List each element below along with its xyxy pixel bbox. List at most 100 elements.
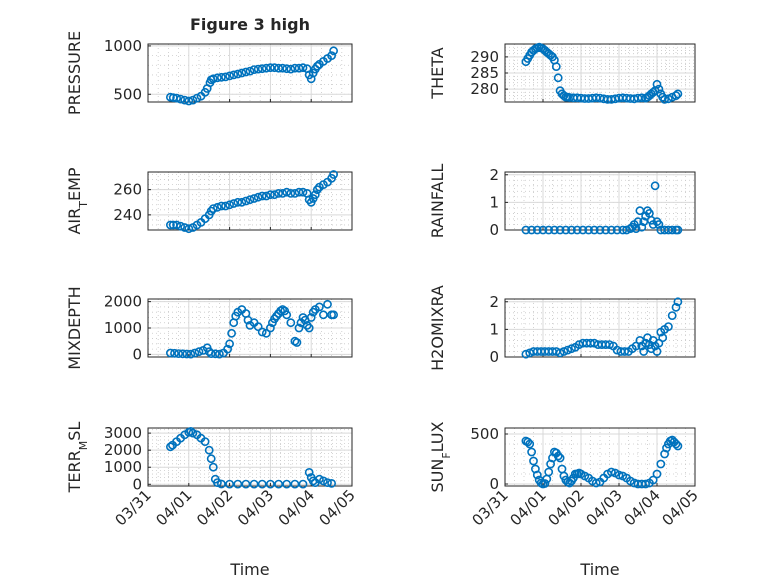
y-tick-label: 1000	[104, 37, 142, 55]
data-point	[329, 170, 338, 179]
data-point	[639, 347, 649, 356]
data-point	[165, 220, 175, 230]
x-tick-label: 04/01	[152, 486, 195, 529]
data-point	[660, 95, 669, 104]
data-point	[532, 225, 542, 235]
data-point	[553, 73, 563, 83]
ylabel-8: SUNFLUX	[428, 421, 453, 492]
data-point	[249, 479, 259, 489]
data-point	[555, 225, 565, 235]
data-point	[278, 63, 287, 73]
series-5	[165, 299, 338, 359]
data-point	[673, 89, 683, 99]
series-7	[165, 426, 336, 489]
data-point	[310, 190, 320, 200]
data-point	[208, 74, 218, 84]
data-point	[216, 72, 226, 82]
data-point	[190, 348, 200, 358]
data-point	[567, 225, 576, 235]
data-point	[265, 323, 275, 333]
x-tick-label: 04/04	[275, 486, 318, 529]
data-point	[652, 347, 662, 356]
data-point	[233, 197, 243, 207]
data-point	[555, 453, 565, 463]
data-point	[216, 201, 226, 211]
data-point	[225, 71, 234, 81]
data-point	[212, 202, 222, 212]
data-point	[298, 187, 308, 197]
data-point	[294, 323, 304, 333]
data-point	[298, 63, 308, 73]
data-point	[329, 46, 338, 56]
data-point	[553, 451, 563, 461]
data-point	[253, 64, 263, 74]
data-point	[294, 187, 304, 197]
ylabel-2: THETA	[428, 47, 447, 99]
data-point	[673, 297, 683, 307]
data-point	[673, 225, 683, 235]
data-point	[178, 349, 188, 359]
data-point	[664, 322, 673, 331]
data-point	[641, 479, 650, 489]
data-point	[172, 93, 181, 103]
data-point	[658, 333, 668, 343]
data-point	[188, 95, 198, 105]
data-point	[270, 190, 279, 200]
y-tick-label: 240	[113, 206, 142, 224]
data-point	[270, 63, 279, 73]
data-point	[318, 476, 328, 486]
ylabel-5: MIXDEPTH	[65, 286, 84, 369]
data-point	[312, 61, 322, 71]
data-point	[257, 191, 267, 201]
data-point	[671, 302, 681, 312]
data-point	[261, 191, 271, 201]
data-point	[527, 225, 536, 235]
data-point	[237, 197, 247, 207]
data-point	[241, 196, 251, 206]
data-point	[529, 456, 538, 466]
data-point	[265, 479, 275, 489]
x-tick-label: 04/05	[659, 486, 702, 529]
data-point	[200, 437, 210, 446]
data-point	[180, 95, 190, 105]
data-point	[184, 224, 194, 234]
data-point	[225, 479, 234, 489]
data-point	[282, 479, 292, 489]
y-tick-label: 1000	[104, 319, 142, 337]
subplot-4: 0 1 2 RAINFALL	[428, 164, 696, 239]
data-point	[620, 347, 630, 356]
data-point	[253, 192, 263, 202]
data-point	[654, 220, 664, 229]
y-tick-label: 0	[132, 475, 142, 493]
data-point	[176, 221, 185, 231]
data-point	[174, 349, 183, 358]
data-point	[314, 302, 324, 312]
data-point	[646, 215, 656, 225]
data-point	[667, 311, 677, 320]
data-point	[223, 344, 232, 354]
data-point	[532, 470, 542, 480]
data-point	[607, 467, 616, 477]
data-point	[221, 72, 230, 82]
data-point	[527, 447, 536, 457]
data-point	[245, 66, 255, 76]
y-tick-label: 500	[470, 425, 499, 443]
data-point	[601, 225, 611, 235]
x-tick-label: 04/02	[545, 486, 588, 529]
data-point	[667, 225, 677, 235]
data-point	[225, 200, 234, 210]
data-point	[314, 474, 324, 484]
data-point	[294, 63, 304, 73]
data-point	[216, 479, 226, 489]
data-point	[188, 428, 198, 438]
subplot-1: 500 1000 PRESSURE	[65, 31, 353, 115]
data-point	[241, 67, 251, 77]
x-tick-label: 04/05	[316, 486, 359, 529]
data-point	[298, 479, 308, 489]
y-tick-label: 1	[489, 320, 499, 338]
data-point	[578, 225, 588, 235]
data-point	[607, 225, 616, 235]
data-point	[261, 328, 271, 338]
data-point	[538, 225, 548, 235]
